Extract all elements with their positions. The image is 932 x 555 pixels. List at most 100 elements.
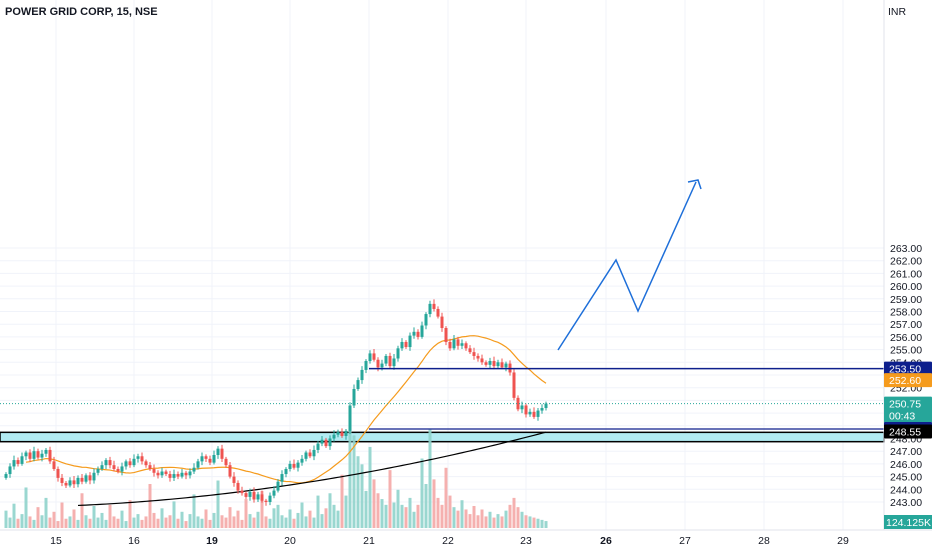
volume-bar [332, 504, 336, 528]
volume-bar [164, 517, 168, 528]
candle-body [72, 480, 76, 485]
candle-body [156, 472, 160, 476]
candle-body [128, 461, 132, 466]
candle-body [100, 465, 104, 469]
time-tick-label: 19 [206, 535, 218, 547]
candle-body [32, 451, 36, 459]
volume-bar [364, 490, 368, 528]
candle-body [20, 456, 24, 464]
volume-bar [436, 497, 440, 528]
candle-body [504, 363, 508, 368]
horizontal-levels [0, 367, 884, 430]
volume-bar [244, 499, 248, 528]
candle-body [220, 448, 224, 459]
volume-bar [284, 517, 288, 528]
candle-body [432, 303, 436, 309]
volume-bar [172, 501, 176, 528]
volume-bar [72, 509, 76, 528]
volume-bar [460, 500, 464, 528]
volume-bar [180, 511, 184, 528]
candle-body [148, 465, 152, 469]
price-tick-label: 258.00 [890, 307, 922, 319]
candle-body [408, 335, 412, 348]
candle-body [136, 456, 140, 459]
candle-body [384, 355, 388, 364]
volume-bar [248, 514, 252, 528]
volume-bar [228, 507, 232, 528]
volume-bar [80, 493, 84, 528]
candle-body [404, 341, 408, 348]
candle-body [108, 460, 112, 466]
candle-body [8, 466, 12, 475]
time-tick-label: 16 [128, 535, 140, 547]
volume-bar [112, 516, 116, 528]
candle-body [12, 460, 16, 467]
volume-bar [76, 519, 80, 528]
volume-bar [392, 502, 396, 528]
volume-bar [412, 511, 416, 528]
time-axis[interactable]: 15 16 19 20 21 22 23 26 27 28 29 [0, 529, 932, 547]
volume-bar [152, 512, 156, 528]
candle-body [300, 458, 304, 463]
volume-bar [320, 514, 324, 528]
volume-bar [416, 504, 420, 528]
time-tick-label: 26 [600, 535, 612, 547]
candle-body [480, 358, 484, 363]
volume-bar [168, 515, 172, 528]
price-badge [884, 361, 932, 376]
volume-bar [440, 504, 444, 528]
candle-body [248, 491, 252, 497]
candle-body [452, 339, 456, 349]
candle-body [472, 352, 476, 356]
candle-body [104, 460, 108, 466]
currency-label: INR [888, 6, 907, 18]
candle-body [196, 461, 200, 468]
price-tick-label: 255.00 [890, 345, 922, 357]
candle-body [64, 482, 68, 486]
price-axis[interactable]: 263.00262.00261.00260.00259.00258.00257.… [883, 0, 922, 530]
price-tick-label: 246.00 [890, 459, 922, 471]
candle-body [260, 494, 264, 501]
volume-bar [108, 504, 112, 528]
volume-badge [884, 515, 932, 529]
volume-bar [424, 484, 428, 528]
volume-bar [484, 516, 488, 528]
candle-body [216, 448, 220, 456]
candle-body [368, 353, 372, 362]
volume-bar [148, 484, 152, 528]
price-tick-label: 244.00 [890, 484, 922, 496]
candle-body [160, 471, 164, 476]
volume-bar [220, 515, 224, 528]
candle-body [132, 458, 136, 466]
candle-body [460, 343, 464, 346]
volume-bar [208, 519, 212, 528]
volume-bar [60, 502, 64, 528]
candle-body [88, 475, 92, 481]
volume-bar [536, 518, 540, 528]
volume-bar [88, 518, 92, 528]
price-badge [884, 424, 932, 439]
candle-body [44, 449, 48, 454]
volume-bar [492, 517, 496, 528]
candle-body [84, 475, 88, 482]
volume-bar [276, 504, 280, 528]
candle-body [396, 348, 400, 359]
volume-bar [420, 458, 424, 528]
candle-body [288, 463, 292, 469]
candle-body [168, 474, 172, 478]
candle-body [536, 410, 540, 417]
volume-bar [512, 497, 516, 528]
price-tick-label: 245.00 [890, 472, 922, 484]
volume-bar [280, 515, 284, 528]
candle-body [284, 468, 288, 475]
candle-body [92, 472, 96, 481]
candle-body [436, 308, 440, 317]
volume-bar [264, 516, 268, 528]
volume-bar [156, 518, 160, 528]
candle-body [80, 477, 84, 482]
volume-bar [256, 511, 260, 528]
candle-body [344, 430, 348, 436]
volume-bar [404, 507, 408, 528]
candle-body [112, 465, 116, 469]
